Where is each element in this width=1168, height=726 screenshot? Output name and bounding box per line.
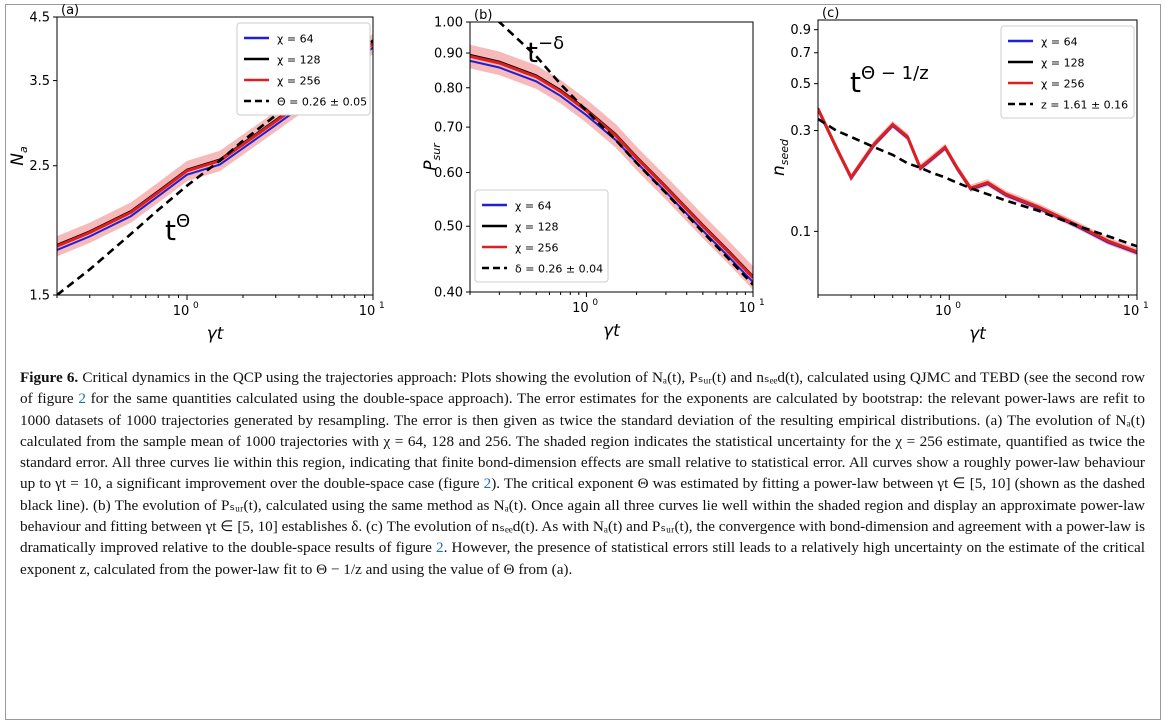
power-law-annotation: t−δ [527, 33, 564, 69]
y-tick-label: 0.7 [790, 46, 811, 61]
fit-line [818, 117, 1137, 248]
caption-text-4: . However, the presence of statistical e… [20, 539, 1145, 578]
legend-entry: χ = 128 [515, 221, 559, 234]
legend-entry: χ = 64 [277, 33, 314, 46]
panel-label: (b) [474, 8, 492, 23]
figure-caption: Figure 6. Critical dynamics in the QCP u… [20, 367, 1145, 580]
caption-text-2: for the same quantities calculated using… [20, 390, 1145, 493]
x-tick-exponent: 1 [379, 301, 385, 311]
x-axis-label: γt [969, 324, 987, 344]
error-band [57, 33, 373, 257]
axes-frame [56, 16, 374, 296]
caption-label: Figure 6. [20, 369, 79, 386]
y-tick-label: 0.80 [434, 81, 463, 96]
y-tick-label: 0.5 [790, 77, 811, 92]
legend-entry: χ = 256 [515, 242, 559, 255]
y-axis-label: nseed [769, 138, 791, 176]
y-tick-label: 0.40 [434, 286, 463, 301]
figure-ref-link[interactable]: 2 [78, 390, 86, 408]
x-tick-exponent: 1 [759, 298, 765, 308]
y-tick-label: 0.50 [434, 220, 463, 235]
y-tick-label: 4.5 [29, 11, 50, 26]
legend-entry: χ = 64 [515, 200, 552, 213]
caption-text-1: Critical dynamics in the QCP using the t… [20, 369, 1145, 408]
x-axis-label: γt [207, 324, 225, 344]
power-law-annotation: tΘ [165, 211, 190, 247]
legend-box [236, 22, 371, 116]
x-axis-label: γt [603, 321, 621, 341]
legend-entry: z = 1.61 ± 0.16 [1041, 99, 1128, 112]
fit-line [497, 22, 753, 286]
x-tick-label: 10 [739, 301, 756, 316]
x-tick-exponent: 0 [592, 298, 598, 308]
axes-frame [469, 21, 754, 293]
y-tick-label: 0.90 [434, 47, 463, 62]
series-chi256-line [818, 108, 1137, 254]
plot-area [818, 105, 1137, 256]
legend-entry: χ = 128 [277, 54, 321, 67]
error-band [470, 44, 753, 290]
legend-entry: Θ = 0.26 ± 0.05 [277, 96, 367, 109]
legend-box [474, 189, 609, 283]
x-tick-label: 10 [359, 304, 376, 319]
panel-label: (c) [822, 6, 839, 21]
x-tick-exponent: 1 [1143, 301, 1149, 311]
legend-entry: χ = 256 [277, 75, 321, 88]
x-tick-exponent: 0 [955, 301, 961, 311]
y-tick-label: 0.3 [790, 124, 811, 139]
legend-entry: χ = 256 [1041, 78, 1085, 91]
y-axis-label: Psur [421, 142, 443, 171]
y-tick-label: 3.5 [29, 74, 50, 89]
x-tick-label: 10 [935, 304, 952, 319]
y-tick-label: 1.00 [434, 16, 463, 31]
legend-entry: χ = 128 [1041, 57, 1085, 70]
legend-box [1000, 25, 1135, 119]
y-tick-label: 1.5 [29, 289, 50, 304]
page-frame [5, 4, 1161, 720]
axes-frame [817, 19, 1138, 296]
x-tick-label: 10 [1123, 304, 1140, 319]
legend-entry: χ = 64 [1041, 36, 1078, 49]
y-tick-label: 0.9 [790, 23, 811, 38]
power-law-annotation: tΘ − 1/z [850, 63, 929, 99]
y-tick-label: 0.60 [434, 166, 463, 181]
series-chi256-line [470, 54, 753, 279]
x-tick-exponent: 0 [193, 301, 199, 311]
fit-line [57, 39, 373, 295]
y-axis-label: Na [8, 146, 30, 166]
figure-ref-link[interactable]: 2 [483, 475, 492, 493]
y-tick-label: 0.70 [434, 121, 463, 136]
x-tick-label: 10 [572, 301, 589, 316]
legend-entry: δ = 0.26 ± 0.04 [515, 263, 603, 276]
figure-ref-link[interactable]: 2 [436, 539, 444, 557]
panel-label: (a) [61, 3, 79, 18]
plot-area [470, 22, 753, 290]
x-tick-label: 10 [173, 304, 190, 319]
y-tick-label: 2.5 [29, 159, 50, 174]
caption-text-3: ). The critical exponent Θ was estimated… [20, 475, 1145, 557]
y-tick-label: 0.1 [790, 225, 811, 240]
